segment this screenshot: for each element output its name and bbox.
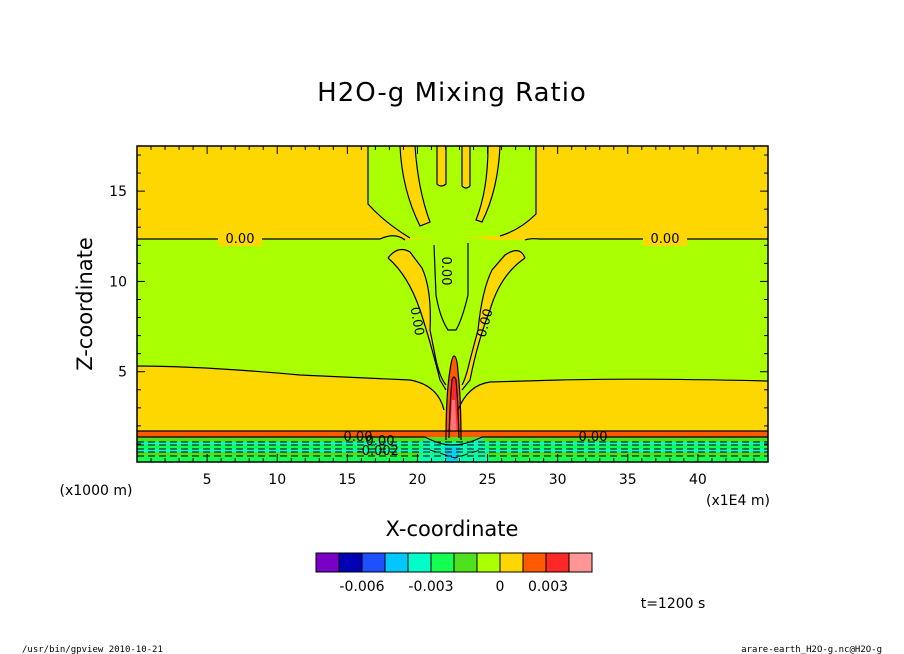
colorbar-swatch [568,552,593,573]
contour-label: 0.00 [226,232,255,247]
field-plume-inner [434,243,468,330]
field-bottom-cyan-1 [137,442,768,445]
y-tick-label: 10 [109,274,127,290]
colorbar-swatch [453,552,478,573]
contour-line-upper-column-right [499,146,537,237]
field-boundary-orange [137,431,768,437]
contour-line-lower [137,365,445,411]
y-tick-labels: 5 10 15 [109,184,127,381]
footer-right: arare-earth_H2O-g.nc@H2O-g [741,645,882,654]
x-tick-label: 10 [268,472,286,488]
colorbar-swatch [315,552,340,573]
contour-line-streak-1 [399,146,431,227]
y-unit-label: (x1000 m) [60,483,133,499]
field-core-dark [450,400,457,436]
time-label: t=1200 s [641,596,706,612]
contour-label-bg-2 [643,231,687,246]
x-tick-label: 5 [203,472,212,488]
contour-value-labels: 0.00 0.00 0.00 0.00 0.00 0.00 0.00 0.00 … [218,231,687,459]
tick-marks [137,146,768,462]
x-tick-label: 25 [479,472,497,488]
y-axis-label: Z-coordinate [73,237,97,371]
contour-lines [137,146,768,446]
colorbar-swatch [545,552,570,573]
field-plume-yellow [388,249,525,400]
colorbar-labels: -0.006 -0.003 0 0.003 [339,579,568,595]
colorbar-tick-label: 0.003 [528,579,568,595]
colorbar-swatch [361,552,386,573]
contour-label-bg-1 [218,231,262,246]
colorbar-swatch [499,552,524,573]
contour-line-lower-right [457,378,768,411]
contour-line-streak-2 [436,146,447,187]
colorbar-tick-label: 0 [496,579,505,595]
colorbar-swatch [430,552,455,573]
x-unit-label: (x1E4 m) [706,493,770,509]
contour-line-core-inner [448,376,460,439]
chart-title: H2O-g Mixing Ratio [317,78,587,108]
contour-label: 0.00 [651,232,680,247]
colorbar-swatch [407,552,432,573]
contour-line-plume-left [387,257,447,391]
plot-frame [136,145,769,463]
footer-left: /usr/bin/gpview 2010-10-21 [22,645,163,654]
contour-label: 0.00 [438,257,453,286]
colorbar-tick-label: -0.006 [339,579,384,595]
contour-line-upper-column [367,146,411,239]
x-tick-label: 30 [549,472,567,488]
colorbar-swatch [384,552,409,573]
contour-line-streak-4 [475,146,501,223]
field-upper-streak-1 [400,146,430,226]
colorbar-tick-label: -0.003 [408,579,453,595]
y-tick-label: 15 [109,184,127,200]
x-tick-label: 35 [619,472,637,488]
x-tick-label: 20 [409,472,427,488]
x-tick-label: 40 [689,472,707,488]
contour-line-plume-right [461,257,526,391]
contour-label: 0.00 [407,306,427,337]
field-upper-column [368,146,536,238]
contour-label: 0.00 [344,430,373,445]
field-bottom-green-1 [137,437,768,442]
x-tick-labels: 5 10 15 20 25 30 35 40 [203,472,707,488]
colorbar-swatch [338,552,363,573]
x-axis-label: X-coordinate [386,517,519,541]
field-bottom-center-blue [444,447,460,462]
contour-label: 0.00 [579,430,608,445]
contour-line-plume-top-right [461,250,526,386]
contour-label: -0.002 [357,444,399,459]
y-tick-label: 5 [118,365,127,381]
contour-label: 0.00 [475,307,497,339]
colorbar-swatch [476,552,501,573]
field-upper-streak-3 [462,146,470,188]
contour-line-core-outer [445,355,462,441]
contour-line-plume-inner [433,243,469,331]
contour-line-upper-right [524,238,768,241]
contour-line-upper-left [137,235,406,241]
contour-line-plume-top-left [387,248,447,386]
field-upper-streak-2 [437,146,446,186]
plot-area: 0.00 0.00 0.00 0.00 0.00 0.00 0.00 0.00 … [137,146,768,462]
contour-lines-dashed [137,441,768,459]
contour-label: 0.00 [366,434,395,449]
x-tick-label: 15 [338,472,356,488]
colorbar [315,552,593,573]
contour-line-streak-3 [461,146,471,189]
colorbar-swatch [522,552,547,573]
contour-dashed-6 [429,449,481,459]
